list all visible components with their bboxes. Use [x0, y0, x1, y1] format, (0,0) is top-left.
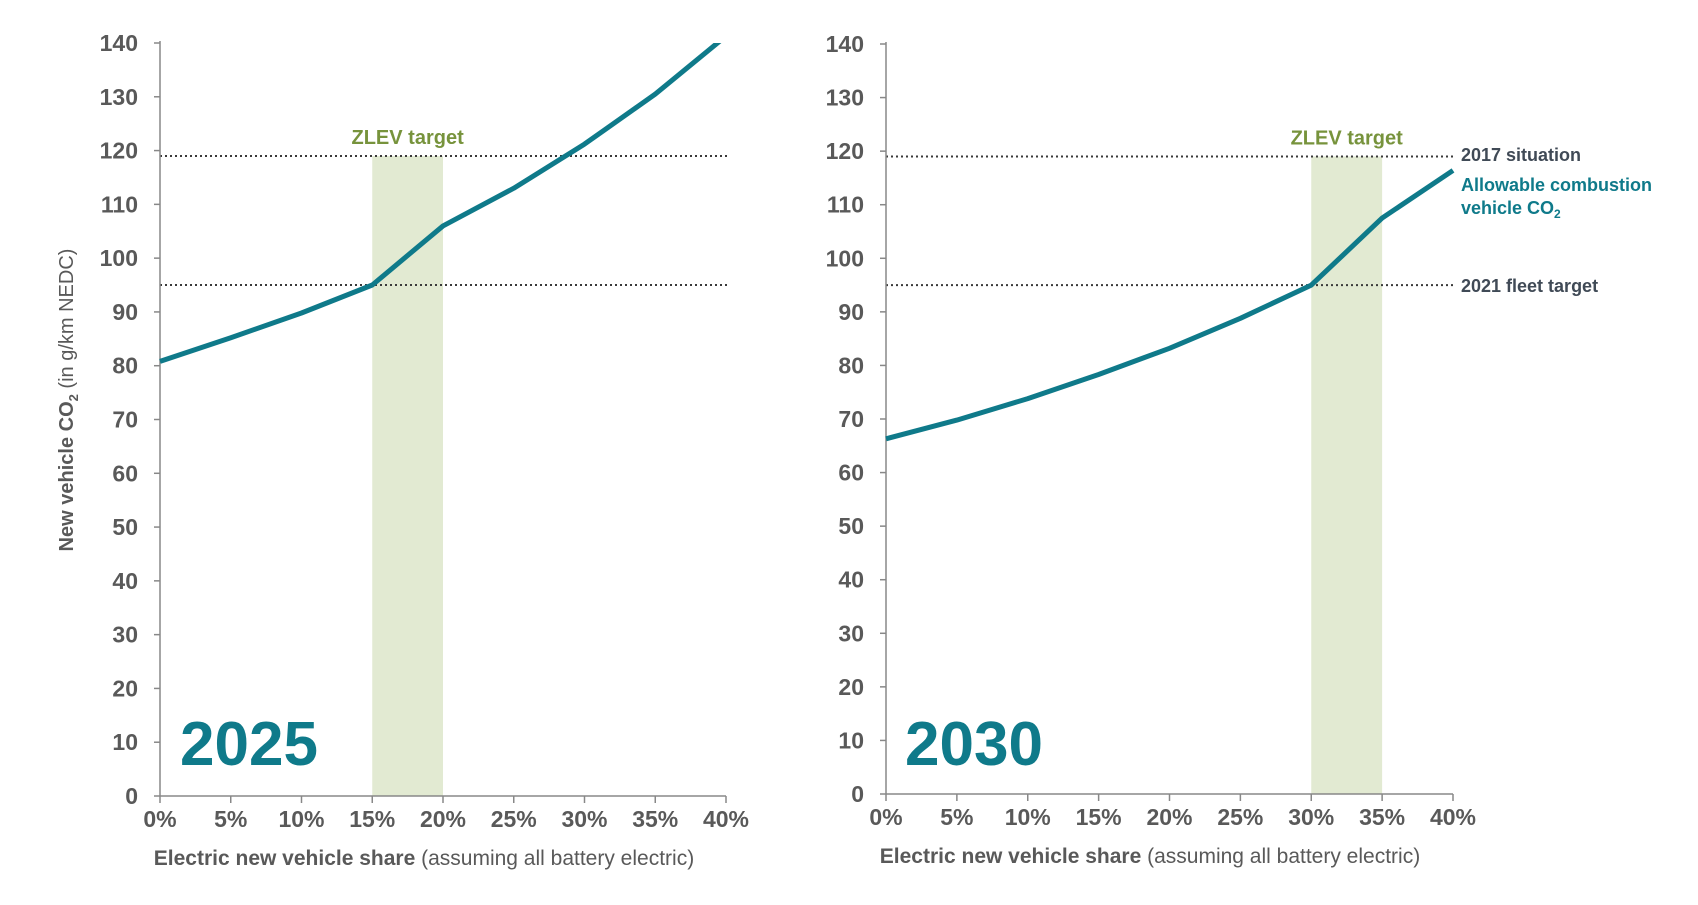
y-axis-label: New vehicle CO2 (in g/km NEDC): [56, 249, 81, 552]
zlev-target-band: [1311, 156, 1383, 794]
y-tick-label: 130: [100, 84, 138, 110]
y-tick-label: 90: [838, 299, 864, 325]
zlev-target-band: [372, 155, 443, 796]
annotation-allowable-text: vehicle CO: [1461, 198, 1554, 218]
y-tick-label: 60: [112, 460, 138, 486]
x-tick-label: 35%: [1359, 804, 1405, 830]
x-axis-label-right: Electric new vehicle share (assuming all…: [880, 845, 1420, 868]
x-tick-label: 30%: [561, 806, 607, 832]
y-tick-label: 110: [827, 192, 864, 218]
chart-panel-2025: ZLEV target 0 10 20 30 40 50 60 70 80 90 100 110 120 1…: [100, 30, 749, 832]
x-axis-label-main: Electric new vehicle share: [154, 847, 415, 870]
panel-year-label: 2030: [905, 710, 1043, 779]
y-axis-label-unit: (in g/km NEDC): [56, 249, 78, 395]
x-tick-label: 0%: [869, 804, 902, 830]
x-tick-label: 0%: [143, 806, 176, 832]
panel-year-label: 2025: [180, 710, 318, 779]
y-tick-label: 50: [838, 513, 864, 539]
x-tick-label: 10%: [1005, 804, 1051, 830]
x-tick-label: 20%: [420, 806, 466, 832]
y-tick-label: 70: [112, 407, 138, 433]
annotation-2017-situation: 2017 situation: [1461, 145, 1581, 165]
x-tick-label: 40%: [703, 806, 749, 832]
y-tick-label: 90: [112, 299, 138, 325]
y-tick-label: 120: [100, 138, 138, 164]
x-tick-label: 30%: [1288, 804, 1334, 830]
y-tick-label: 140: [100, 30, 138, 56]
y-tick-label: 30: [838, 620, 864, 646]
y-tick-label: 10: [838, 727, 864, 753]
annotation-allowable-subscript: 2: [1554, 207, 1561, 221]
chart-panel-2030: ZLEV target01020304050607080901001101201…: [826, 31, 1476, 830]
y-tick-label: 60: [838, 460, 864, 486]
annotation-allowable-line2: vehicle CO2: [1461, 198, 1561, 221]
y-tick-label: 0: [125, 783, 138, 809]
zlev-target-label: ZLEV target: [1291, 128, 1404, 150]
y-tick-label: 120: [826, 138, 864, 164]
x-axis-label-left: Electric new vehicle share (assuming all…: [154, 847, 694, 870]
x-tick-label: 15%: [349, 806, 395, 832]
x-tick-label: 5%: [214, 806, 247, 832]
y-tick-label: 80: [838, 352, 864, 378]
y-tick-label: 30: [112, 622, 138, 648]
y-tick-label: 80: [112, 353, 138, 379]
x-tick-label: 35%: [632, 806, 678, 832]
y-tick-label: 50: [112, 514, 138, 540]
x-tick-label: 5%: [940, 804, 973, 830]
x-axis-label-main: Electric new vehicle share: [880, 845, 1141, 868]
y-tick-label: 100: [100, 245, 138, 271]
y-tick-label: 100: [826, 245, 864, 271]
zlev-target-label: ZLEV target: [352, 127, 465, 149]
y-tick-label: 130: [826, 85, 864, 111]
x-tick-label: 25%: [1217, 804, 1263, 830]
y-axis-label-main: New vehicle CO: [56, 401, 78, 551]
y-tick-label: 40: [838, 567, 864, 593]
y-tick-label: 70: [838, 406, 864, 432]
y-tick-label: 20: [112, 675, 138, 701]
y-tick-label: 0: [851, 781, 864, 807]
x-axis-label-note: (assuming all battery electric): [415, 847, 694, 870]
y-tick-label: 140: [826, 31, 864, 57]
x-tick-label: 40%: [1430, 804, 1476, 830]
annotation-allowable-line1: Allowable combustion: [1461, 175, 1652, 195]
y-tick-label: 20: [838, 674, 864, 700]
y-axis-label-subscript: 2: [66, 394, 81, 401]
x-tick-label: 10%: [278, 806, 324, 832]
y-tick-label: 110: [101, 191, 138, 217]
y-tick-label: 10: [112, 729, 138, 755]
y-tick-label: 40: [112, 568, 138, 594]
x-axis-label-note: (assuming all battery electric): [1141, 845, 1420, 868]
x-tick-label: 25%: [491, 806, 537, 832]
annotation-2021-fleet-target: 2021 fleet target: [1461, 276, 1598, 296]
x-tick-label: 15%: [1076, 804, 1122, 830]
x-tick-label: 20%: [1146, 804, 1192, 830]
